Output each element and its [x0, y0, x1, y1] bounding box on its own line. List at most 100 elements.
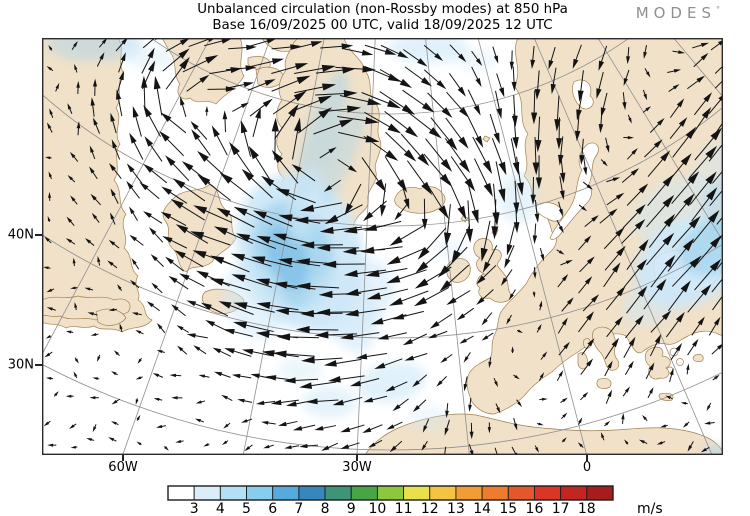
wind-arrow-head — [153, 75, 161, 90]
shade-blob — [456, 50, 496, 70]
wind-arrow-head — [680, 153, 692, 166]
wind-arrow-head — [370, 317, 384, 325]
wind-arrow-head — [473, 104, 481, 116]
wind-arrow-head — [654, 333, 662, 344]
wind-arrow-head — [498, 87, 505, 98]
wind-arrow-head — [101, 38, 108, 44]
wind-arrow-head — [43, 421, 50, 427]
wind-arrow-head — [487, 427, 492, 434]
wind-arrow — [142, 38, 156, 49]
wind-arrow-head — [295, 326, 310, 334]
wind-arrow-head — [67, 174, 74, 181]
wind-arrow-head — [436, 380, 443, 387]
wind-arrow-head — [278, 214, 293, 222]
wind-arrow-head — [469, 431, 474, 440]
wind-arrow-head — [627, 135, 635, 140]
shade-blob — [631, 174, 721, 242]
wind-arrow-head — [70, 195, 76, 202]
wind-arrow-head — [404, 355, 415, 361]
wind-arrow-head — [49, 108, 53, 115]
wind-arrow-head — [498, 161, 507, 176]
wind-arrow-head — [300, 241, 315, 249]
wind-arrow — [716, 215, 723, 225]
wind-arrow-head — [223, 329, 235, 335]
wind-arrow-head — [314, 331, 329, 339]
wind-arrow-head — [705, 145, 718, 159]
colorbar-cell — [272, 485, 300, 501]
wind-arrow-head — [246, 44, 257, 51]
wind-arrow-head — [624, 439, 629, 445]
wind-arrow-head — [387, 123, 402, 134]
wind-arrow-head — [151, 282, 158, 290]
wind-arrow-head — [200, 302, 212, 310]
wind-arrow-head — [169, 373, 177, 378]
wind-arrow-head — [177, 345, 184, 352]
y-axis-label-30N: 30N — [7, 357, 34, 373]
wind-arrow-head — [111, 421, 117, 425]
wind-arrow-head — [219, 172, 233, 184]
wind-arrow-head — [168, 275, 178, 284]
wind-arrow-head — [586, 256, 595, 265]
wind-arrow-head — [156, 350, 163, 354]
wind-arrow-head — [443, 232, 452, 247]
wind-arrow-head — [643, 93, 648, 101]
wind-arrow-head — [660, 150, 671, 162]
wind-arrow-head — [198, 374, 206, 378]
wind-arrow-head — [110, 188, 116, 197]
land-jan-mayen — [482, 135, 491, 143]
wind-arrow-head — [196, 270, 209, 279]
wind-arrow-head — [45, 335, 51, 339]
wind-arrow-head — [532, 292, 536, 298]
wind-arrow-head — [156, 322, 163, 330]
wind-arrow-head — [471, 209, 479, 224]
wind-arrow-head — [574, 130, 581, 142]
wind-arrow-head — [179, 273, 190, 281]
wind-arrow-head — [482, 261, 491, 273]
wind-arrow-head — [716, 343, 723, 350]
wind-arrow-head — [150, 254, 158, 262]
wind-arrow-head — [300, 204, 315, 212]
wind-arrow-head — [459, 159, 471, 173]
wind-arrow-head — [389, 236, 403, 246]
plot-title: Unbalanced circulation (non-Rossby modes… — [42, 2, 723, 34]
wind-arrow-head — [665, 395, 671, 400]
colorbar-cell — [560, 485, 588, 501]
wind-arrow-head — [256, 301, 271, 309]
wind-arrow-head — [45, 377, 52, 380]
wind-arrow-head — [136, 441, 142, 446]
wind-arrow-head — [299, 443, 308, 449]
wind-arrow-head — [514, 375, 520, 380]
wind-arrow-head — [444, 427, 449, 436]
shade-blob — [436, 240, 468, 260]
wind-arrow-head — [710, 127, 723, 141]
wind-arrow-head — [482, 160, 493, 175]
wind-arrow-head — [293, 90, 307, 102]
wind-arrow-head — [205, 54, 219, 64]
wind-arrow-head — [394, 212, 402, 221]
wind-arrow-head — [244, 446, 251, 452]
colorbar-cell — [167, 485, 195, 501]
wind-arrow-head — [517, 401, 522, 408]
wind-arrow-head — [74, 358, 79, 364]
wind-arrow-head — [550, 83, 556, 95]
wind-arrow-head — [44, 352, 51, 358]
colorbar-cell — [481, 485, 509, 501]
wind-arrow-head — [706, 187, 718, 201]
wind-arrow — [511, 446, 517, 455]
wind-arrow-head — [181, 161, 194, 172]
wind-arrow-head — [65, 394, 72, 398]
wind-arrow-head — [176, 325, 184, 331]
wind-arrow-head — [615, 227, 625, 237]
wind-arrow-head — [252, 210, 267, 219]
wind-arrow-head — [160, 112, 172, 122]
wind-arrow-head — [379, 204, 387, 217]
wind-arrow — [712, 169, 723, 184]
wind-arrow-head — [284, 445, 292, 449]
wind-arrow-head — [278, 421, 287, 427]
wind-arrow-head — [365, 117, 380, 125]
wind-arrow-head — [205, 105, 209, 112]
wind-arrow-head — [87, 312, 94, 316]
wind-arrow-head — [420, 77, 433, 87]
colorbar-value-13: 13 — [447, 501, 465, 516]
wind-arrow-head — [345, 309, 359, 317]
